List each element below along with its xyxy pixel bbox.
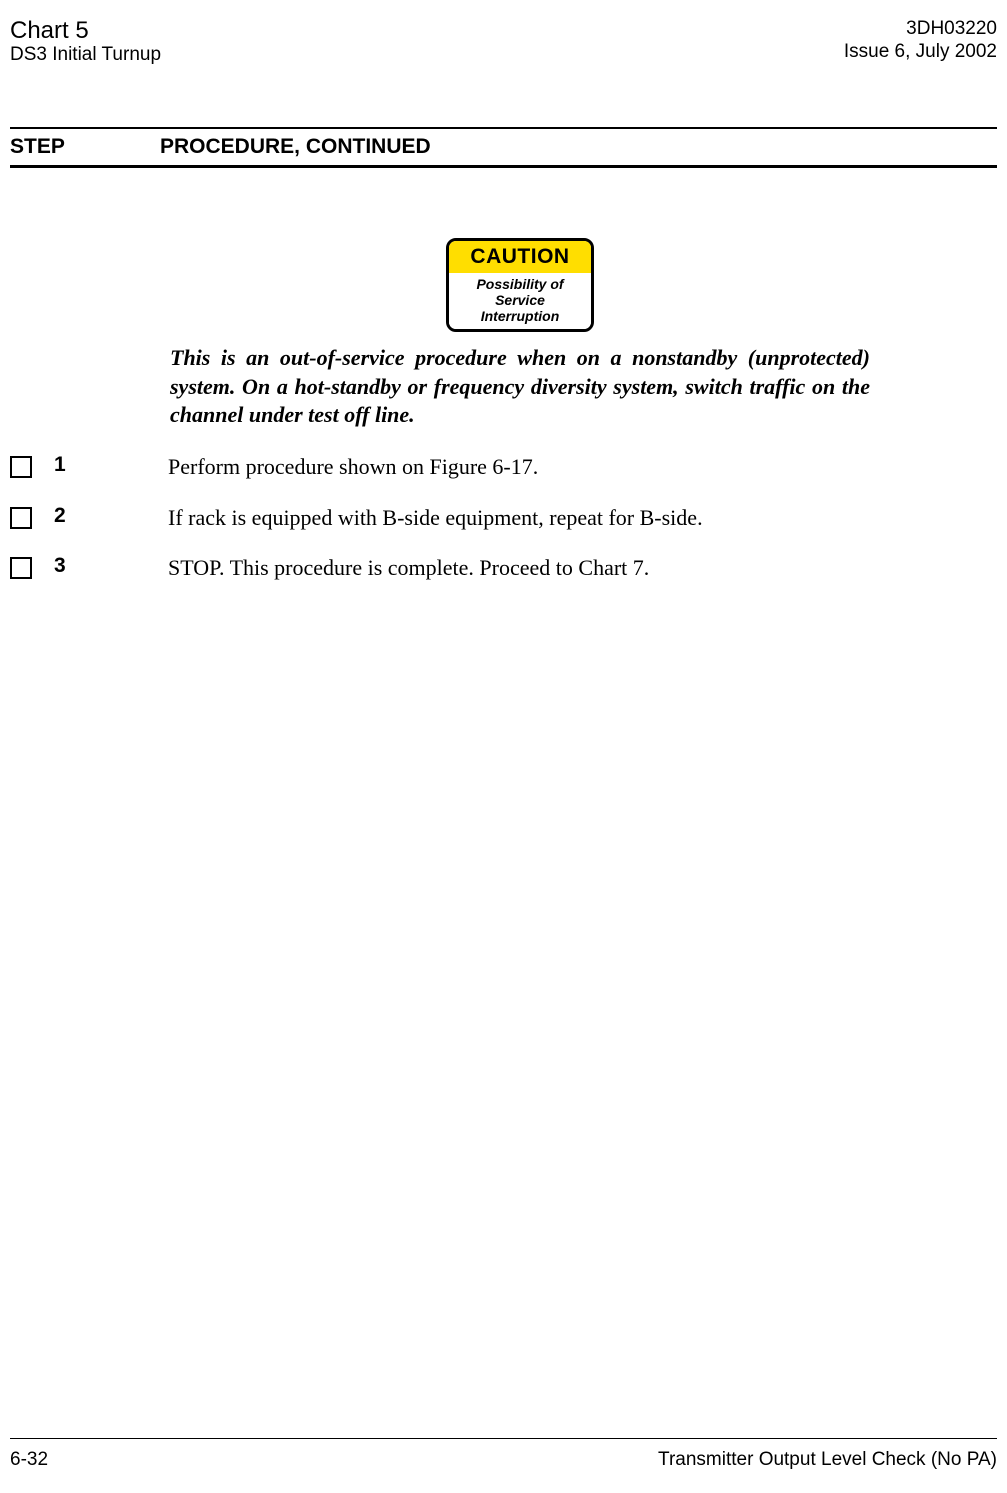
checkbox-icon[interactable] [10, 456, 32, 478]
footer-title: Transmitter Output Level Check (No PA) [658, 1449, 997, 1471]
step-row: 2 If rack is equipped with B-side equipm… [10, 504, 997, 533]
caution-sign: CAUTION Possibility of Service Interrupt… [446, 238, 594, 332]
caution-title: CAUTION [449, 241, 591, 273]
caution-message: Possibility of Service Interruption [449, 273, 591, 329]
step-text: STOP. This procedure is complete. Procee… [168, 554, 997, 583]
checkbox-icon[interactable] [10, 557, 32, 579]
chart-title: Chart 5 [10, 18, 161, 44]
step-number: 3 [32, 554, 168, 578]
step-text: If rack is equipped with B-side equipmen… [168, 504, 997, 533]
caution-sign-container: CAUTION Possibility of Service Interrupt… [170, 238, 870, 332]
header-right: 3DH03220 Issue 6, July 2002 [844, 18, 997, 67]
content-area: CAUTION Possibility of Service Interrupt… [10, 238, 997, 583]
page-footer: 6-32 Transmitter Output Level Check (No … [10, 1438, 997, 1471]
page-number: 6-32 [10, 1449, 48, 1471]
step-text: Perform procedure shown on Figure 6-17. [168, 453, 997, 482]
step-number: 1 [32, 453, 168, 477]
step-row: 1 Perform procedure shown on Figure 6-17… [10, 453, 997, 482]
checkbox-icon[interactable] [10, 507, 32, 529]
column-header-procedure: PROCEDURE, CONTINUED [160, 135, 997, 159]
warning-paragraph: This is an out-of-service procedure when… [170, 344, 870, 428]
step-number: 2 [32, 504, 168, 528]
issue-date: Issue 6, July 2002 [844, 41, 997, 64]
page-header: Chart 5 DS3 Initial Turnup 3DH03220 Issu… [0, 0, 1007, 67]
caution-line3: Interruption [481, 308, 560, 324]
caution-line1: Possibility of [476, 276, 563, 292]
caution-line2: Service [495, 292, 545, 308]
step-row: 3 STOP. This procedure is complete. Proc… [10, 554, 997, 583]
column-header-step: STEP [10, 135, 160, 159]
document-id: 3DH03220 [844, 18, 997, 41]
chart-subtitle: DS3 Initial Turnup [10, 44, 161, 67]
section-header: STEP PROCEDURE, CONTINUED [10, 127, 997, 168]
header-left: Chart 5 DS3 Initial Turnup [10, 18, 161, 67]
